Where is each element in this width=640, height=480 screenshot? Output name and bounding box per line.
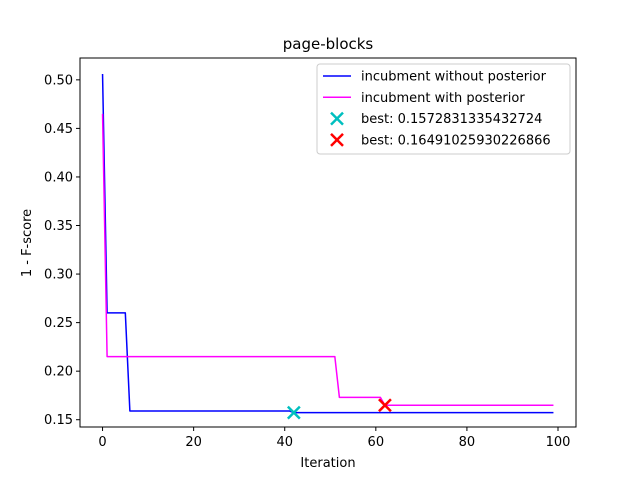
- legend-marker-swatch: [330, 133, 344, 147]
- y-tick-label: 0.40: [44, 170, 73, 185]
- legend-marker-swatch: [330, 111, 344, 126]
- y-tick-label: 0.30: [44, 268, 73, 283]
- legend-label: best: 0.1572831335432724: [361, 112, 542, 127]
- y-tick-label: 0.15: [44, 413, 73, 428]
- x-tick-label: 60: [368, 435, 385, 450]
- best-marker-1: [286, 405, 301, 420]
- x-tick-label: 0: [98, 435, 106, 450]
- best-marker-stroke: [378, 398, 392, 413]
- best-marker-stroke: [286, 405, 301, 420]
- x-tick-label: 100: [546, 435, 571, 450]
- x-tick-label: 40: [276, 435, 293, 450]
- legend-label: incubment with posterior: [361, 91, 525, 106]
- x-axis-label: Iteration: [300, 456, 355, 471]
- y-tick-label: 0.45: [44, 122, 73, 137]
- axes-frame: [79, 57, 577, 428]
- x-tick-label: 80: [459, 435, 476, 450]
- chart-title: page-blocks: [283, 35, 374, 53]
- y-tick-label: 0.35: [44, 219, 73, 234]
- legend-box: [316, 63, 571, 155]
- y-axis-label: 1 - F-score: [20, 209, 35, 277]
- y-tick-label: 0.20: [44, 365, 73, 380]
- plot-area: 0 20 40 60 80 100 0.15 0.20 0.25 0.30 0.35 0.40 0.45…: [44, 57, 577, 450]
- legend: incubment without posterior incubment wit…: [316, 63, 571, 155]
- x-tick-label: 20: [185, 435, 202, 450]
- best-marker-2: [378, 398, 392, 413]
- legend-label: best: 0.16491025930226866: [361, 133, 551, 148]
- legend-label: incubment without posterior: [361, 70, 547, 85]
- y-tick-label: 0.50: [44, 73, 73, 88]
- y-tick-label: 0.25: [44, 316, 73, 331]
